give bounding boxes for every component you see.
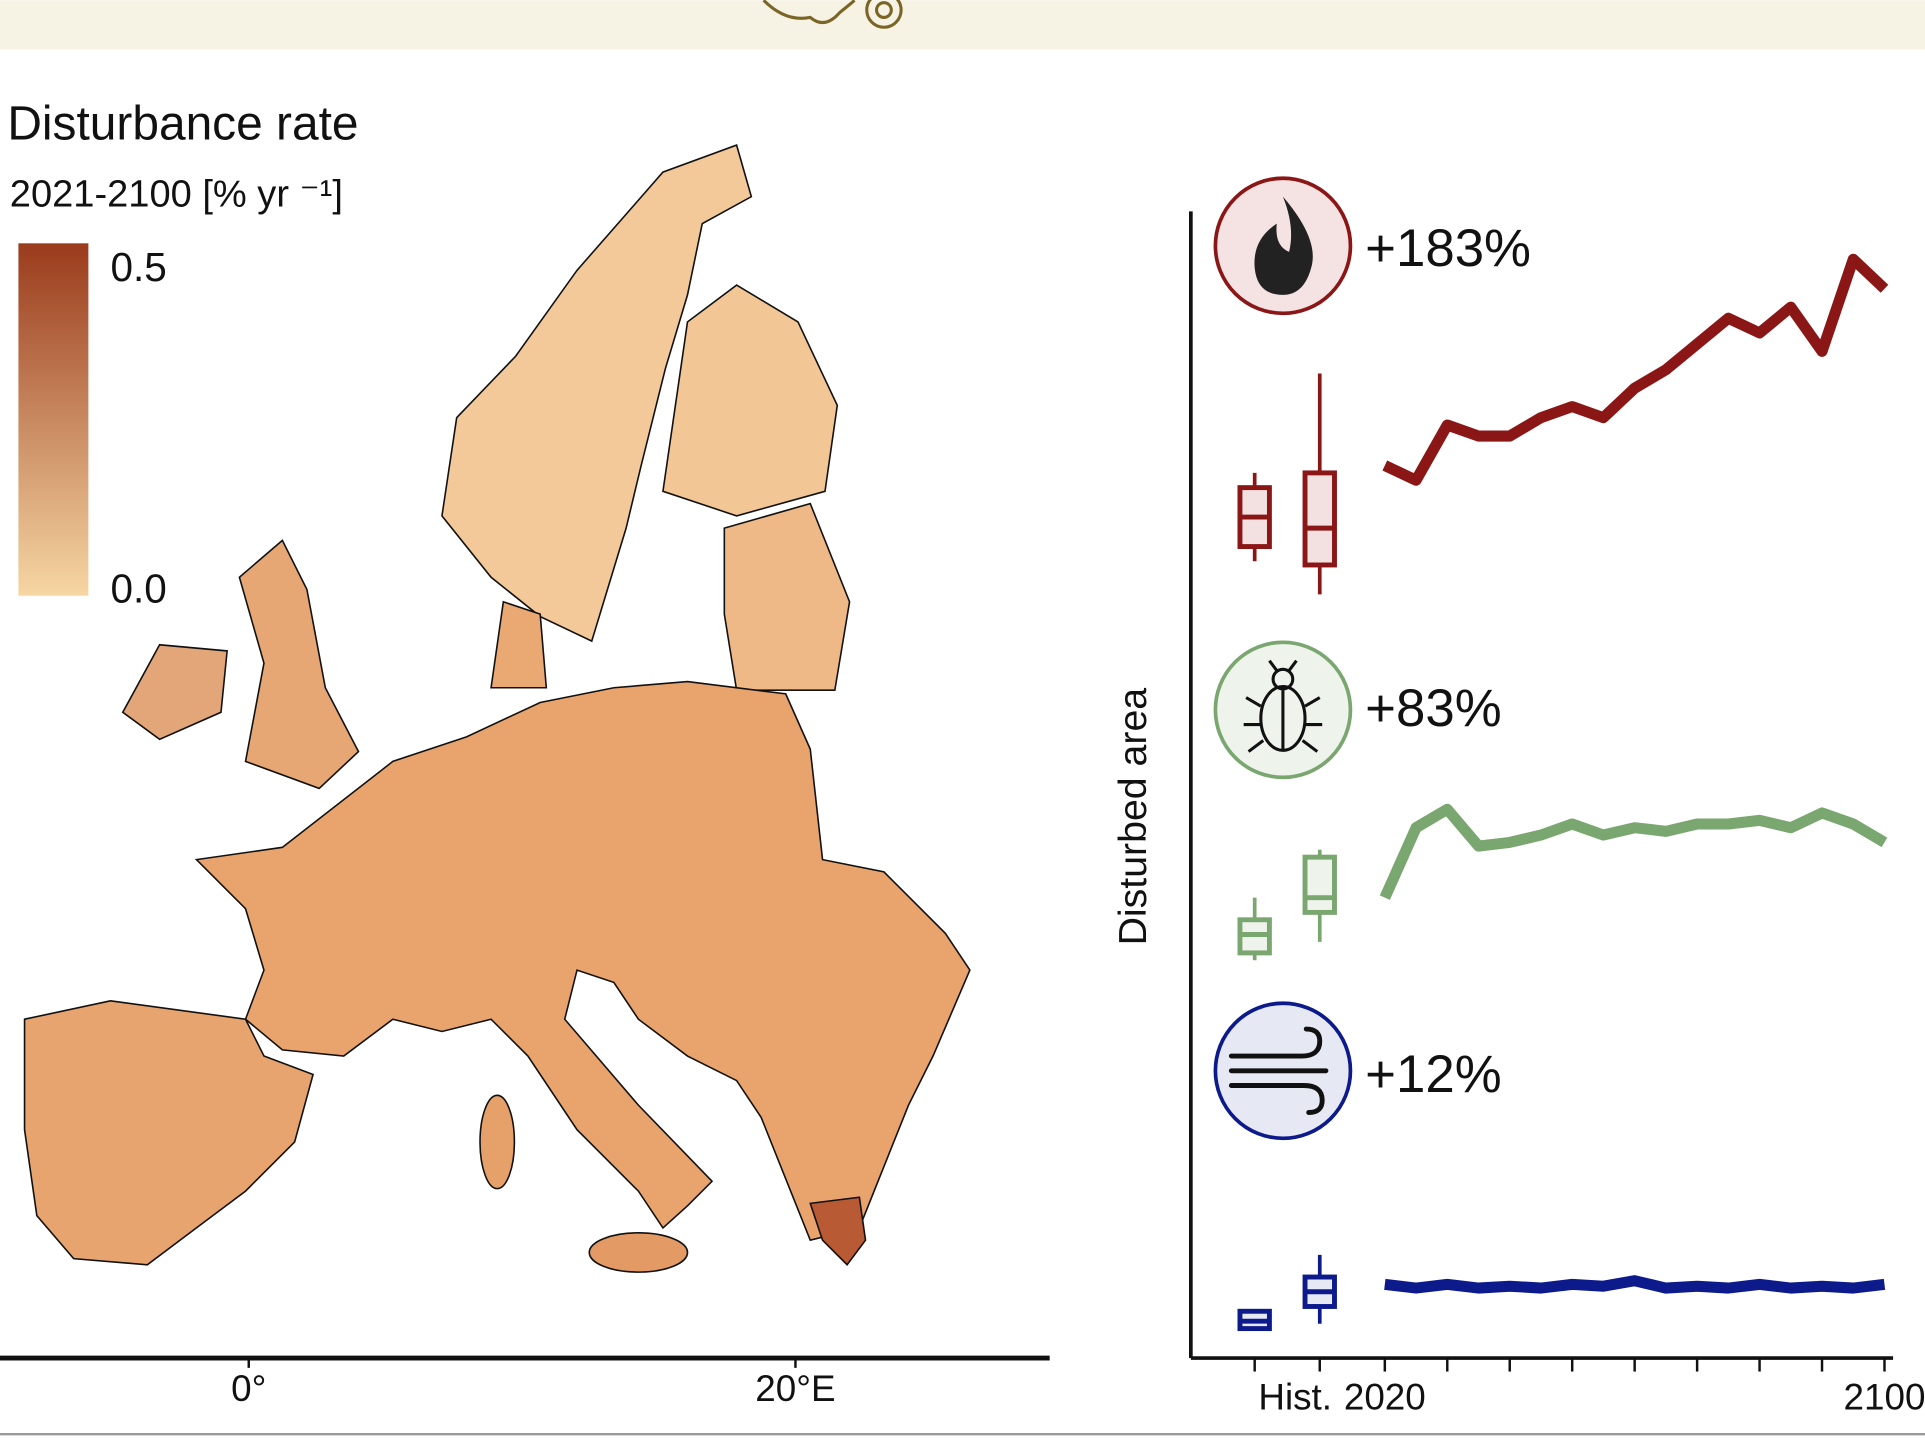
mean-line — [1382, 253, 1889, 486]
colorbar-tick-label: 0.5 — [110, 244, 166, 290]
legend-title: Disturbance rate — [7, 97, 358, 150]
map-x-tick-label: 20°E — [755, 1368, 835, 1409]
colorbar-tick-label: 0.0 — [110, 566, 166, 612]
wind-icon — [1213, 1001, 1353, 1141]
box — [1302, 470, 1337, 568]
mean-line — [1379, 803, 1888, 900]
colorbar — [18, 243, 89, 596]
change-label: +183% — [1365, 219, 1531, 278]
banner — [0, 0, 1925, 50]
change-label: +83% — [1365, 679, 1501, 738]
legend-subtitle: 2021-2100 [% yr ⁻¹] — [10, 174, 343, 216]
x-tick-label: 2100 — [1844, 1377, 1925, 1418]
mean-line — [1384, 1275, 1886, 1294]
x-tick-label: 2020 — [1344, 1377, 1426, 1418]
y-axis-label: Disturbed area — [1111, 688, 1155, 946]
change-label: +12% — [1365, 1045, 1501, 1104]
hist-label: Hist. — [1258, 1377, 1332, 1418]
box — [1302, 854, 1337, 915]
europe-map — [23, 144, 971, 1273]
gear-icon — [762, 0, 903, 29]
fire-icon — [1213, 176, 1353, 316]
map-x-tick-label: 0° — [231, 1368, 266, 1409]
beetle-icon — [1213, 640, 1353, 780]
